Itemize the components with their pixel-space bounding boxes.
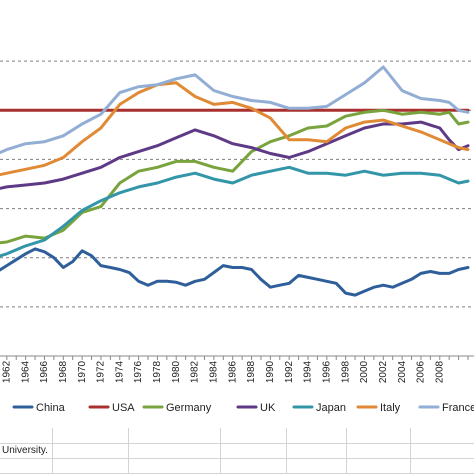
legend: China USA Germany UK Japan Italy France (12, 402, 474, 414)
legend-label-france: France (442, 402, 474, 414)
x-tick-label: 1978 (152, 360, 163, 383)
x-tick-label: 1994 (303, 360, 314, 383)
legend-label-germany: Germany (166, 402, 212, 414)
series-line-uk (0, 120, 470, 190)
x-tick-label: 1970 (77, 360, 88, 383)
series-line-germany (0, 108, 470, 245)
x-tick-label: 1984 (209, 360, 220, 383)
sheet-column-divider (52, 428, 53, 474)
sheet-column-divider (220, 428, 221, 474)
series-lines (0, 65, 470, 297)
sheet-row (0, 458, 474, 474)
x-tick-label: 2002 (378, 360, 389, 383)
sheet-row (0, 428, 474, 444)
x-tick-label: 1992 (284, 360, 295, 383)
x-tick-label: 1996 (321, 360, 332, 383)
legend-label-usa: USA (112, 402, 135, 414)
x-tick-label: 1968 (58, 360, 69, 383)
legend-label-china: China (36, 402, 66, 414)
legend-label-uk: UK (260, 402, 276, 414)
spreadsheet-grid (0, 428, 474, 474)
series-line-japan (0, 165, 470, 258)
x-tick-label: 2008 (434, 360, 445, 383)
sheet-column-divider (128, 428, 129, 474)
series-line-china (0, 247, 470, 297)
x-tick-label: 1976 (133, 360, 144, 383)
x-tick-label: 1986 (227, 360, 238, 383)
sheet-column-divider (346, 428, 347, 474)
series-line-france (0, 65, 470, 155)
x-tick-label: 1982 (190, 360, 201, 383)
legend-label-japan: Japan (316, 402, 346, 414)
x-tick-label: 1966 (39, 360, 50, 383)
legend-label-italy: Italy (380, 402, 401, 414)
x-tick-label: 2004 (397, 360, 408, 383)
x-tick-label: 1998 (340, 360, 351, 383)
x-tick-label: 2006 (416, 360, 427, 383)
x-tick-label: 1974 (114, 360, 125, 383)
x-tick-label: 1962 (1, 360, 12, 383)
x-tick-label: 1990 (265, 360, 276, 383)
x-tick-label: 1988 (246, 360, 257, 383)
series-line-italy (0, 81, 470, 177)
x-tick-label: 2000 (359, 360, 370, 383)
x-axis: 1962 1964 1966 1968 1970 1972 1974 1976 1978 1980… (0, 355, 474, 383)
x-tick-label: 1980 (171, 360, 182, 383)
sheet-row (0, 443, 474, 459)
sheet-column-divider (286, 428, 287, 474)
x-tick-label: 1972 (96, 360, 107, 383)
sheet-note: University. (2, 445, 48, 456)
x-tick-label: 1964 (20, 360, 31, 383)
sheet-column-divider (410, 428, 411, 474)
